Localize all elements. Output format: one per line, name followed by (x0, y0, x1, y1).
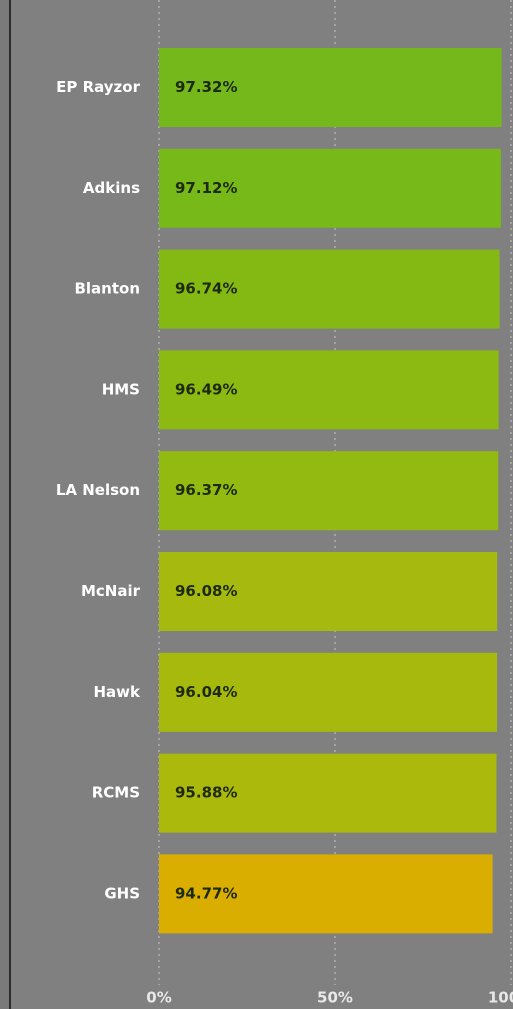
x-tick-label: 0% (146, 989, 171, 1007)
value-label: 97.12% (175, 179, 237, 197)
category-label: Blanton (74, 280, 140, 298)
value-label: 97.32% (175, 78, 237, 96)
bar (159, 451, 499, 531)
category-label: EP Rayzor (56, 78, 140, 96)
bar (159, 552, 498, 631)
bar (159, 652, 498, 732)
value-label: 96.04% (175, 683, 237, 701)
bar (159, 249, 500, 329)
value-label: 95.88% (175, 784, 237, 802)
bar (159, 350, 499, 430)
value-label: 96.49% (175, 380, 237, 398)
category-label: LA Nelson (56, 481, 140, 499)
category-label: GHS (104, 884, 140, 902)
left-panel (0, 0, 9, 1009)
value-label: 96.08% (175, 582, 237, 600)
bar (159, 854, 493, 934)
category-label: McNair (81, 582, 141, 600)
value-label: 94.77% (175, 884, 237, 902)
category-label: RCMS (92, 784, 140, 802)
left-border (9, 0, 11, 1009)
x-tick-label: 50% (317, 989, 353, 1007)
category-label: Adkins (83, 179, 140, 197)
value-label: 96.74% (175, 280, 237, 298)
bar (159, 48, 502, 127)
value-label: 96.37% (175, 481, 237, 499)
category-label: HMS (102, 380, 140, 398)
category-label: Hawk (93, 683, 141, 701)
x-tick-label: 100% (488, 989, 513, 1007)
bar (159, 148, 501, 228)
bar (159, 753, 497, 833)
